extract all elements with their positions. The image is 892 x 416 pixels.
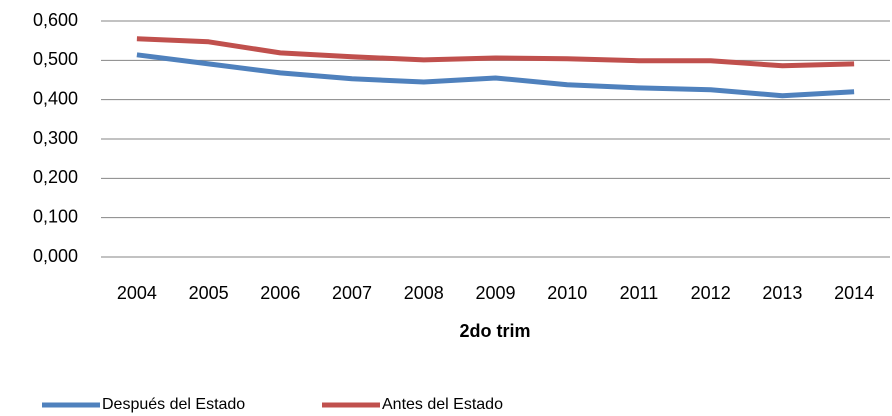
x-tick-label: 2009	[475, 283, 515, 303]
x-tick-label: 2006	[260, 283, 300, 303]
legend-label: Antes del Estado	[382, 396, 503, 413]
x-tick-label: 2004	[117, 283, 157, 303]
y-tick-label: 0,100	[33, 206, 78, 226]
x-tick-label: 2012	[691, 283, 731, 303]
x-tick-label: 2008	[404, 283, 444, 303]
x-tick-label: 2014	[834, 283, 874, 303]
x-axis-title: 2do trim	[459, 321, 530, 341]
x-tick-label: 2007	[332, 283, 372, 303]
x-tick-label: 2010	[547, 283, 587, 303]
y-tick-label: 0,200	[33, 167, 78, 187]
series-line	[136, 52, 855, 99]
y-tick-label: 0,600	[33, 10, 78, 30]
x-tick-label: 2011	[620, 283, 659, 303]
x-tick-label: 2005	[189, 283, 229, 303]
y-tick-label: 0,000	[33, 246, 78, 266]
series-line	[136, 36, 855, 69]
y-tick-label: 0,300	[33, 128, 78, 148]
legend-label: Después del Estado	[102, 396, 245, 413]
y-tick-label: 0,400	[33, 88, 78, 108]
y-tick-label: 0,500	[33, 49, 78, 69]
x-tick-label: 2013	[762, 283, 802, 303]
